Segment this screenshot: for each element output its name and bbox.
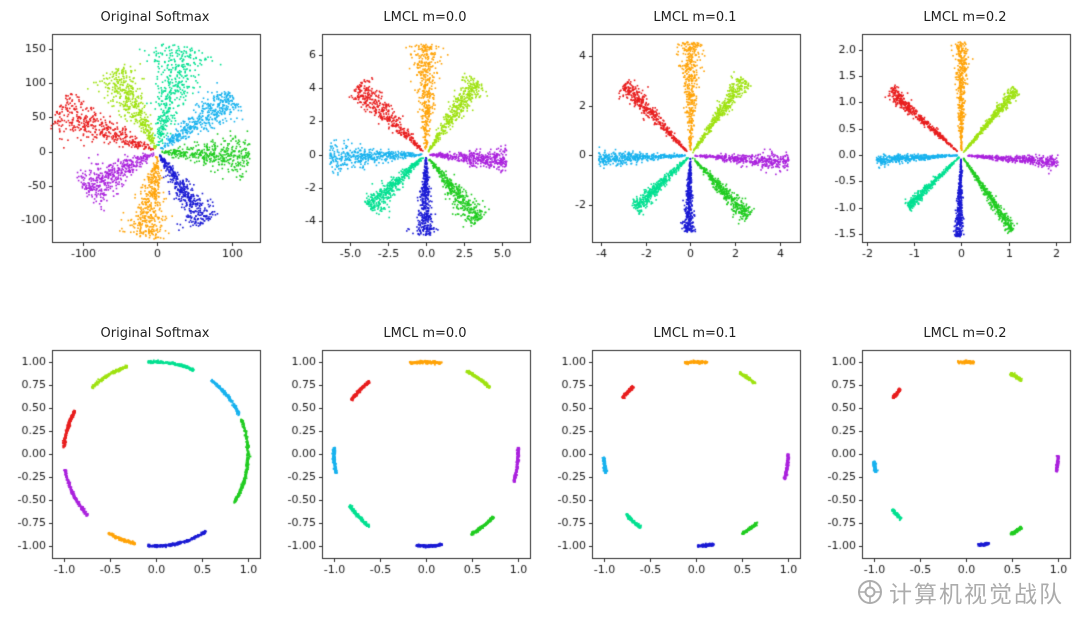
subplot-bottom-original-softmax: Original Softmax (0, 324, 270, 588)
subplot-top-lmcl-m02: LMCL m=0.2 (810, 8, 1080, 272)
plot-title: Original Softmax (100, 10, 210, 25)
subplot-top-original-softmax: Original Softmax (0, 8, 270, 272)
subplot-grid: Original Softmax LMCL m=0.0 LMCL m=0.1 L… (0, 8, 1080, 588)
scatter-canvas-lmcl-m02-features (814, 28, 1076, 272)
scatter-canvas-lmcl-m01-normalized (544, 344, 806, 588)
scatter-canvas-lmcl-m00-normalized (274, 344, 536, 588)
scatter-canvas-original-softmax-normalized (4, 344, 266, 588)
plot-title: LMCL m=0.2 (923, 326, 1007, 341)
plot-title: Original Softmax (100, 326, 210, 341)
plot-title: LMCL m=0.1 (653, 10, 737, 25)
plot-title: LMCL m=0.0 (383, 10, 467, 25)
scatter-canvas-lmcl-m00-features (274, 28, 536, 272)
plot-title: LMCL m=0.2 (923, 10, 1007, 25)
subplot-top-lmcl-m01: LMCL m=0.1 (540, 8, 810, 272)
scatter-canvas-lmcl-m01-features (544, 28, 806, 272)
plot-title: LMCL m=0.1 (653, 326, 737, 341)
subplot-top-lmcl-m00: LMCL m=0.0 (270, 8, 540, 272)
plot-title: LMCL m=0.0 (383, 326, 467, 341)
subplot-bottom-lmcl-m02: LMCL m=0.2 (810, 324, 1080, 588)
scatter-canvas-lmcl-m02-normalized (814, 344, 1076, 588)
subplot-bottom-lmcl-m00: LMCL m=0.0 (270, 324, 540, 588)
subplot-bottom-lmcl-m01: LMCL m=0.1 (540, 324, 810, 588)
scatter-canvas-original-softmax-features (4, 28, 266, 272)
